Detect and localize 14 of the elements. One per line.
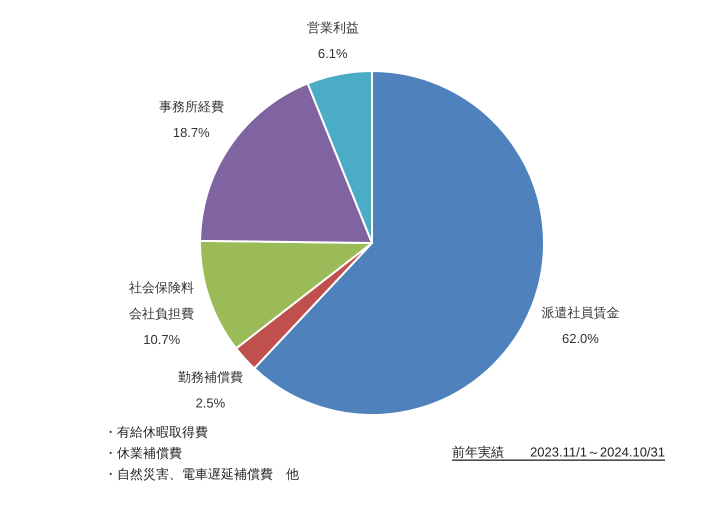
text: ・休業補償費 (104, 446, 182, 460)
text: 前年実績 2023.11/1～2024.10/31 (452, 444, 665, 460)
data-label: 2.5% (196, 396, 226, 411)
data-label: 18.7% (172, 124, 210, 140)
data-label: 6.1% (318, 46, 348, 62)
text: ・自然災害、電車遅延補償費 他 (104, 466, 299, 482)
data-label: 62.0% (562, 331, 600, 346)
slice-label: 社会保険料会社負担費 (129, 280, 194, 322)
text: ・有給休暇取得費 (104, 424, 208, 440)
slice-label: 事務所経費 (158, 98, 224, 114)
slice-label: 営業利益 (306, 20, 359, 36)
slice-label: 派遣社員賃金 (541, 305, 620, 320)
slice-label: 勤務補償費 (178, 370, 243, 385)
data-label: 10.7% (143, 332, 181, 348)
